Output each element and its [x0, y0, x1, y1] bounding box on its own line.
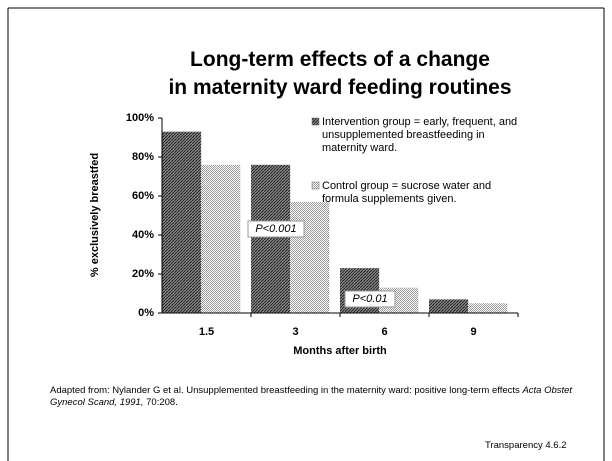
- bar: [162, 131, 202, 313]
- source-text: 70:208.: [143, 397, 178, 408]
- x-tick-label: 1.5: [199, 326, 214, 338]
- legend-entry: Intervention group = early, frequent, an…: [322, 116, 518, 154]
- y-axis-label: % exclusively breastfed: [89, 153, 101, 277]
- x-tick-label: 3: [292, 326, 298, 338]
- y-tick-label: 60%: [132, 190, 154, 202]
- annotation: P<0.01: [352, 293, 387, 305]
- chart-title: Long-term effects of a change in maternit…: [168, 48, 511, 99]
- bar: [251, 164, 291, 313]
- y-tick-label: 20%: [132, 268, 154, 280]
- legend-entry: Control group = sucrose water and formul…: [322, 180, 492, 205]
- x-axis-label: Months after birth: [293, 345, 387, 357]
- y-tick-label: 100%: [126, 112, 154, 124]
- source-journal: Acta Obstet Gynecol Scand, 1991,: [50, 385, 573, 408]
- annotation-box: [247, 220, 305, 238]
- legend-swatch: [311, 181, 320, 190]
- bar: [468, 303, 508, 313]
- source-text: Adapted from: Nylander G et al. Unsupple…: [50, 385, 523, 396]
- source-note: Adapted from: Nylander G et al. Unsupple…: [50, 385, 580, 409]
- y-tick-label: 80%: [132, 151, 154, 163]
- bar: [201, 164, 241, 313]
- y-tick-label: 0%: [138, 307, 154, 319]
- legend-swatch: [311, 117, 320, 126]
- bar: [290, 201, 330, 313]
- annotation-box: [344, 290, 396, 308]
- bar: [429, 299, 469, 313]
- y-tick-label: 40%: [132, 229, 154, 241]
- x-tick-label: 6: [381, 326, 387, 338]
- transparency-label: Transparency 4.6.2: [485, 440, 567, 451]
- x-tick-label: 9: [470, 326, 476, 338]
- annotation: P<0.001: [255, 223, 296, 235]
